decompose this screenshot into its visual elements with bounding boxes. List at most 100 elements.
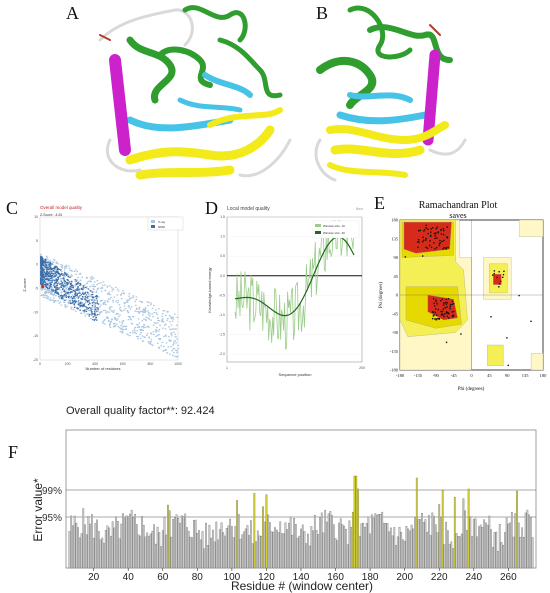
xray-point [70,269,72,271]
residue-bar [229,518,232,569]
xray-point [106,317,108,319]
residue-bar [160,546,162,569]
panel-d-plot-frame [226,216,363,363]
residue-bar [343,525,346,569]
xray-point [52,288,54,290]
residue-bar [184,513,187,569]
panel-f-xtick: 180 [362,572,379,583]
nmr-point [63,294,65,296]
xray-point [155,326,158,329]
xray-point [126,310,129,312]
rama-point [502,273,505,276]
xray-point [95,318,97,320]
xray-point [135,308,138,310]
xray-point [79,284,82,286]
xray-point [150,319,152,321]
nmr-point [44,260,46,263]
xray-point [127,318,130,321]
xray-point [102,309,105,311]
xray-point [91,306,94,308]
nmr-point [75,280,78,282]
residue-bar [521,527,524,569]
nmr-point [66,283,69,285]
rama-point [426,247,429,249]
nmr-point [74,292,77,294]
xray-point [69,297,71,299]
xray-point [45,258,47,260]
nmr-point [90,290,92,292]
nmr-point [70,282,72,285]
nmr-point [60,298,63,300]
panel-label-b: B [316,3,329,23]
residue-bar [434,524,437,569]
xray-point [104,289,107,292]
residue-bar [165,534,168,569]
xray-point [96,298,98,300]
xray-point [171,350,173,352]
xray-point [136,326,139,328]
xray-point [174,333,177,336]
xray-point [112,326,115,328]
xray-point [114,316,116,319]
nmr-point [48,264,50,266]
rama-point [438,244,441,247]
xray-point [78,302,81,304]
xray-point [156,313,159,315]
rama-ytick: 0 [396,293,399,298]
nmr-point [56,285,58,287]
xray-point [148,301,150,304]
xray-point [142,329,144,332]
xray-point [171,328,173,330]
xray-point [157,322,159,324]
xray-point [84,315,87,317]
xray-point [132,316,135,318]
nmr-point [53,289,55,292]
rama-point [503,270,505,273]
xray-point [111,290,113,292]
xray-point [40,281,43,283]
nmr-point [73,289,75,292]
xray-point [55,261,58,263]
xray-point [107,292,109,295]
rama-point [425,246,427,248]
xray-point [104,323,106,325]
xray-point [52,259,55,261]
xray-point [146,304,149,307]
nmr-point [66,293,68,295]
residue-bar [189,536,192,569]
rama-point [435,228,437,230]
xray-point [90,281,92,283]
xray-point [48,286,51,288]
xray-point [120,310,123,312]
residue-bar [129,513,131,569]
nmr-point [47,279,50,282]
nmr-point [86,301,89,303]
nmr-point [44,258,47,261]
residue-bar [213,541,216,569]
xray-point [142,308,145,310]
residue-bar [241,534,244,569]
panel-d-xtick-1: 200 [359,366,365,370]
xray-point [90,296,92,298]
residue-bar [443,544,446,569]
xray-point [142,326,145,328]
nmr-point [46,273,48,275]
residue-bar [379,514,382,569]
xray-point [67,302,70,305]
xray-point [170,345,172,348]
panel-e-subtitle: saves [449,211,466,220]
rama-point [435,314,438,316]
xray-point [93,285,95,288]
xray-point [106,286,109,288]
xray-point [158,333,160,336]
residue-bar [481,527,484,569]
nmr-point [68,296,70,299]
xray-point [88,280,91,282]
rama-point [429,235,432,238]
xray-point [110,287,113,289]
nmr-point [68,295,70,297]
nmr-point [56,279,59,282]
xray-point [50,287,53,289]
xray-point [170,332,173,334]
